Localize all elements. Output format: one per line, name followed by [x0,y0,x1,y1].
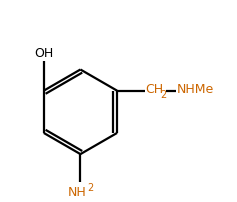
Text: NHMe: NHMe [177,83,214,96]
Text: 2: 2 [87,182,94,192]
Text: CH: CH [146,83,164,96]
Text: OH: OH [34,47,53,60]
Text: 2: 2 [160,90,166,100]
Text: NH: NH [68,185,87,198]
